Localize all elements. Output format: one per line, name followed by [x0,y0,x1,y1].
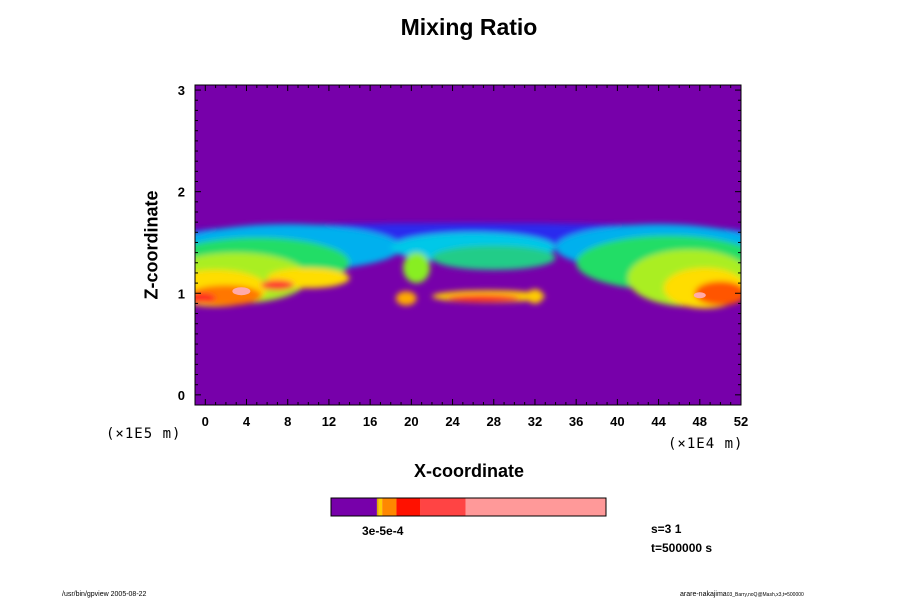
x-tick-label: 16 [363,414,377,429]
x-tick-label: 4 [243,414,251,429]
moist-feature [526,289,544,304]
x-tick-label: 24 [445,414,460,429]
pink-core [693,292,706,299]
y-tick-label: 1 [178,286,185,301]
moist-layer [195,223,741,309]
y-tick-label: 2 [178,185,185,200]
y-tick-label: 3 [178,83,185,98]
footer-right: arare-nakajima03_Barry,noQ@Mash,x3,t=500… [680,591,804,598]
params-line-1: s=3 1 [651,522,682,536]
moist-feature [195,293,216,304]
x-tick-label: 44 [651,414,666,429]
colorbar-segment [331,498,377,516]
colorbar-segment [382,498,397,516]
moist-feature [447,294,520,302]
moist-feature [403,252,430,284]
x-tick-label: 52 [734,414,748,429]
colorbar-segment [420,498,466,516]
moist-feature [431,245,556,270]
x-tick-label: 36 [569,414,583,429]
footer-right-main: arare-nakajima [680,591,727,598]
colorbar-segment [396,498,421,516]
moist-feature [395,291,417,306]
x-tick-label: 48 [693,414,707,429]
colorbar [330,497,607,517]
params-line-2: t=500000 s [651,541,713,555]
moist-feature [694,281,741,306]
x-tick-label: 0 [202,414,209,429]
y-tick-label: 0 [178,388,185,403]
x-tick-label: 32 [528,414,542,429]
x-tick-label: 8 [284,414,291,429]
y-scale-note: (×1E5 m) [106,426,182,442]
plot-frame [194,84,742,406]
footer-left: /usr/bin/gpview 2005-08-22 [62,591,147,598]
pink-core [232,287,251,296]
moist-feature [260,280,294,291]
x-tick-label: 20 [404,414,418,429]
colorbar-segment [376,498,379,516]
footer-right-small: 03_Barry,noQ@Mash,x3,t=500000 [726,592,804,598]
colorbar-segment [378,498,383,516]
chart-title: Mixing Ratio [400,14,538,40]
x-axis-title: X-coordinate [413,461,524,481]
colorbar-label: 3e-5e-4 [362,524,404,538]
colorbar-segment [465,498,606,516]
x-scale-note: (×1E4 m) [668,436,744,452]
x-tick-label: 40 [610,414,624,429]
x-tick-label: 12 [322,414,336,429]
colorbar-frame [330,497,607,517]
field-layer [195,85,741,405]
y-axis-title: Z-coordinate [141,190,162,300]
x-tick-label: 28 [487,414,501,429]
